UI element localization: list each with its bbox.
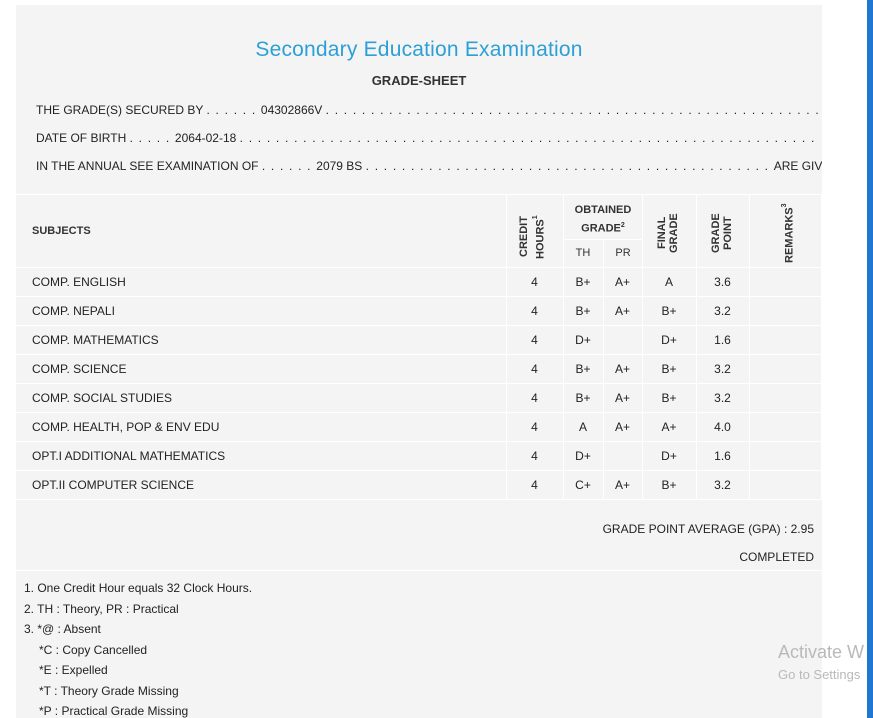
header-subjects: SUBJECTS — [32, 225, 91, 237]
th-grade-cell: B+ — [575, 391, 591, 405]
dob-label: DATE OF BIRTH — [36, 131, 127, 145]
subject-cell: COMP. ENGLISH — [32, 275, 126, 289]
remarks-cell — [749, 326, 821, 354]
table-row: COMP. NEPALI 4 B+ A+ B+ 3.2 — [16, 297, 822, 326]
final-grade-cell: A+ — [661, 420, 677, 434]
subject-cell: OPT.I ADDITIONAL MATHEMATICS — [32, 449, 226, 463]
header-final-grade: FINAL GRADE — [656, 213, 680, 253]
pr-grade-cell: A+ — [614, 420, 630, 434]
gpa-text: GRADE POINT AVERAGE (GPA) : 2.95 — [602, 522, 814, 536]
footnote-item: *T : Theory Grade Missing — [39, 683, 179, 698]
grade-point-cell: 3.6 — [714, 275, 731, 289]
pr-grade-cell: A+ — [614, 304, 630, 318]
secured-by-value: 04302866V — [260, 103, 323, 117]
final-grade-cell: D+ — [661, 449, 677, 463]
th-grade-cell: D+ — [575, 333, 591, 347]
table-row: COMP. ENGLISH 4 B+ A+ A 3.6 — [16, 268, 822, 297]
final-grade-cell: B+ — [661, 391, 677, 405]
credit-hours-cell: 4 — [531, 333, 538, 347]
header-grade-point: GRADE POINT — [710, 213, 734, 253]
subject-cell: OPT.II COMPUTER SCIENCE — [32, 478, 195, 492]
pr-grade-cell: A+ — [614, 362, 630, 376]
table-row: COMP. MATHEMATICS 4 D+ D+ 1.6 — [16, 326, 822, 355]
th-grade-cell: C+ — [575, 478, 591, 492]
final-grade-cell: B+ — [661, 478, 677, 492]
exam-suffix: ARE GIVEN BELOW . . . — [773, 159, 822, 173]
table-row: COMP. SOCIAL STUDIES 4 B+ A+ B+ 3.2 — [16, 384, 822, 413]
subject-cell: COMP. NEPALI — [32, 304, 115, 318]
credit-hours-cell: 4 — [531, 420, 538, 434]
pr-grade-cell: A+ — [614, 275, 630, 289]
final-grade-cell: B+ — [661, 304, 677, 318]
exam-line: IN THE ANNUAL SEE EXAMINATION OF . . . .… — [36, 159, 822, 173]
remarks-cell — [749, 384, 821, 412]
footnote-item: *C : Copy Cancelled — [39, 642, 148, 657]
th-grade-cell: B+ — [575, 275, 591, 289]
table-row: COMP. SCIENCE 4 B+ A+ B+ 3.2 — [16, 355, 822, 384]
secured-by-line: THE GRADE(S) SECURED BY . . . . . . 0430… — [36, 103, 822, 117]
remarks-cell — [749, 355, 821, 383]
header-obtained-grade: OBTAINED GRADE2 — [574, 204, 632, 235]
footnote-item: *P : Practical Grade Missing — [39, 704, 189, 718]
footnote-item: 3. *@ : Absent — [24, 622, 101, 636]
header-credit-hours: CREDIT HOURS1 — [518, 215, 547, 259]
subject-cell: COMP. MATHEMATICS — [32, 333, 159, 347]
header-remarks: REMARKS3 — [781, 203, 796, 263]
final-grade-cell: D+ — [661, 333, 677, 347]
credit-hours-cell: 4 — [531, 449, 538, 463]
pr-grade-cell: A+ — [614, 391, 630, 405]
status-text: COMPLETED — [739, 550, 814, 564]
grade-point-cell: 3.2 — [714, 391, 731, 405]
page-title: Secondary Education Examination — [255, 38, 583, 61]
grade-point-cell: 4.0 — [714, 420, 731, 434]
subject-cell: COMP. SOCIAL STUDIES — [32, 391, 173, 405]
footnote-item: 1. One Credit Hour equals 32 Clock Hours… — [24, 581, 253, 595]
page-subtitle: GRADE-SHEET — [371, 73, 467, 88]
subject-cell: COMP. SCIENCE — [32, 362, 127, 376]
grade-point-cell: 3.2 — [714, 304, 731, 318]
final-grade-cell: A — [664, 275, 673, 289]
pr-grade-cell: A+ — [614, 478, 630, 492]
grade-sheet: Secondary Education Examination GRADE-SH… — [16, 5, 822, 718]
remarks-cell — [749, 471, 821, 499]
credit-hours-cell: 4 — [531, 362, 538, 376]
th-grade-cell: B+ — [575, 304, 591, 318]
secured-by-label: THE GRADE(S) SECURED BY — [36, 103, 204, 117]
credit-hours-cell: 4 — [531, 304, 538, 318]
exam-label: IN THE ANNUAL SEE EXAMINATION OF — [36, 159, 259, 173]
activate-watermark-subtitle: Go to Settings — [778, 667, 861, 682]
remarks-cell — [749, 297, 821, 325]
pr-grade-cell — [603, 442, 642, 470]
footnote-item: 2. TH : Theory, PR : Practical — [24, 601, 179, 616]
header-th: TH — [575, 247, 591, 259]
dob-line: DATE OF BIRTH . . . . . 2064-02-18 . . .… — [36, 131, 816, 145]
credit-hours-cell: 4 — [531, 391, 538, 405]
pr-grade-cell — [603, 326, 642, 354]
th-grade-cell: D+ — [575, 449, 591, 463]
grade-point-cell: 1.6 — [714, 333, 731, 347]
footnote-item: *E : Expelled — [39, 663, 108, 677]
activate-watermark-title: Activate W — [778, 642, 865, 662]
final-grade-cell: B+ — [661, 362, 677, 376]
th-grade-cell: B+ — [575, 362, 591, 376]
credit-hours-cell: 4 — [531, 478, 538, 492]
grade-point-cell: 3.2 — [714, 362, 731, 376]
table-row: OPT.I ADDITIONAL MATHEMATICS 4 D+ D+ 1.6 — [16, 442, 822, 471]
subject-cell: COMP. HEALTH, POP & ENV EDU — [32, 420, 220, 434]
remarks-cell — [749, 268, 821, 296]
credit-hours-cell: 4 — [531, 275, 538, 289]
remarks-cell — [749, 413, 821, 441]
exam-value: 2079 BS — [316, 159, 363, 173]
remarks-cell — [749, 442, 821, 470]
grade-point-cell: 1.6 — [714, 449, 731, 463]
th-grade-cell: A — [578, 420, 587, 434]
dob-value: 2064-02-18 — [174, 131, 237, 145]
table-row: OPT.II COMPUTER SCIENCE 4 C+ A+ B+ 3.2 — [16, 471, 822, 500]
scrollbar[interactable] — [867, 0, 873, 718]
header-pr: PR — [615, 247, 631, 259]
grade-point-cell: 3.2 — [714, 478, 731, 492]
table-row: COMP. HEALTH, POP & ENV EDU 4 A A+ A+ 4.0 — [16, 413, 822, 442]
